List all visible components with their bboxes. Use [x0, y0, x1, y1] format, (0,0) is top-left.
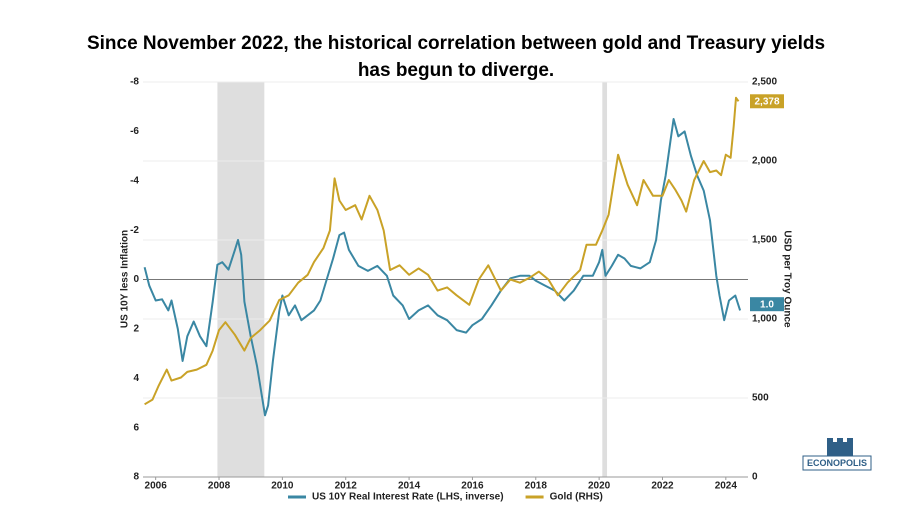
y-tick-label: -8 — [130, 77, 139, 88]
legend-label: Gold (RHS) — [550, 492, 603, 503]
logo-text: ECONOPOLIS — [807, 458, 867, 468]
x-tick-label: 2008 — [208, 481, 231, 492]
x-tick-label: 2010 — [271, 481, 294, 492]
x-tick-label: 2020 — [588, 481, 611, 492]
end-label: 1.0 — [760, 299, 774, 310]
y-tick-label: 2 — [133, 324, 139, 335]
end-label: 2,378 — [754, 96, 779, 107]
x-tick-label: 2014 — [398, 481, 421, 492]
x-tick-label: 2006 — [145, 481, 168, 492]
y2-tick-label: 1,500 — [752, 235, 777, 246]
x-tick-label: 2022 — [651, 481, 674, 492]
y2-tick-label: 2,500 — [752, 77, 777, 88]
x-tick-label: 2016 — [461, 481, 484, 492]
y-tick-label: -2 — [130, 225, 139, 236]
end-label-box — [750, 297, 784, 312]
logo: ECONOPOLIS — [802, 438, 872, 471]
y2-tick-label: 1,000 — [752, 314, 777, 325]
y-axis-label: US 10Y less Inflation — [120, 230, 131, 328]
y2-axis-label: USD per Troy Ounce — [781, 230, 792, 328]
x-tick-label: 2024 — [715, 481, 738, 492]
y-tick-label: 8 — [133, 472, 139, 483]
y2-tick-label: 0 — [752, 472, 758, 483]
chart-title: Since November 2022, the historical corr… — [86, 33, 826, 81]
y-tick-label: -6 — [130, 126, 139, 137]
logo-icon — [827, 438, 853, 456]
series-line — [144, 96, 740, 406]
y2-tick-label: 500 — [752, 393, 769, 404]
y-tick-label: -4 — [130, 175, 139, 186]
y-tick-label: 0 — [133, 274, 139, 285]
legend-label: US 10Y Real Interest Rate (LHS, inverse) — [312, 492, 504, 503]
logo-box — [802, 455, 872, 471]
y-tick-label: 4 — [133, 373, 139, 384]
series-line — [143, 118, 742, 417]
x-tick-label: 2018 — [525, 481, 548, 492]
x-tick-label: 2012 — [335, 481, 358, 492]
end-label-box — [750, 94, 784, 109]
y2-tick-label: 2,000 — [752, 156, 777, 167]
y-tick-label: 6 — [133, 422, 139, 433]
